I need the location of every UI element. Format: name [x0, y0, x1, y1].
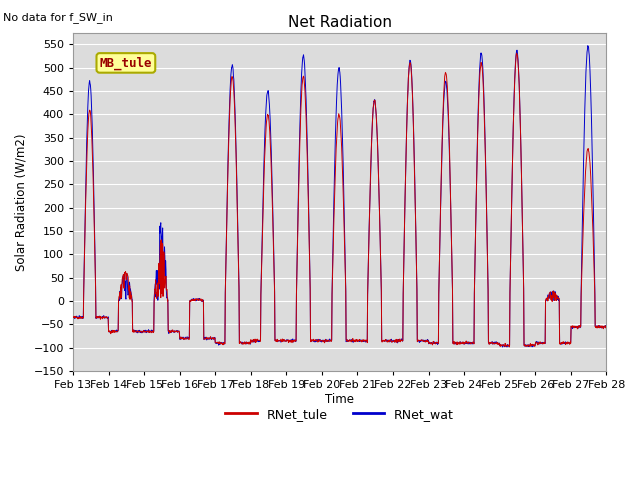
Title: Net Radiation: Net Radiation: [287, 15, 392, 30]
Text: No data for f_SW_in: No data for f_SW_in: [3, 12, 113, 23]
Y-axis label: Solar Radiation (W/m2): Solar Radiation (W/m2): [15, 133, 28, 271]
Text: MB_tule: MB_tule: [100, 56, 152, 70]
X-axis label: Time: Time: [325, 393, 354, 406]
Legend: RNet_tule, RNet_wat: RNet_tule, RNet_wat: [220, 403, 459, 426]
